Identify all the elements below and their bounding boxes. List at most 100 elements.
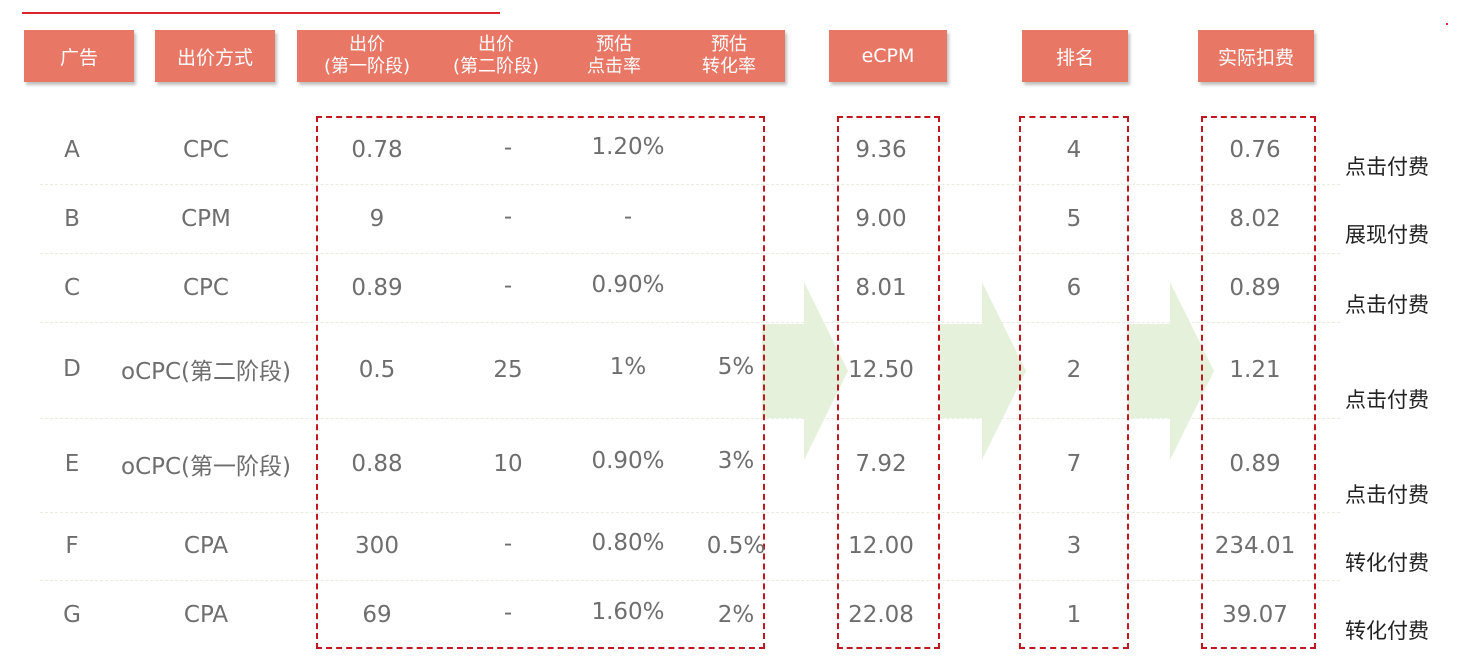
row-divider [40, 253, 1340, 254]
cell-bid2: - [503, 531, 513, 557]
header-rank-label: 排名 [1055, 46, 1094, 69]
bid-params-highlight [316, 116, 765, 649]
cell-ad: G [63, 602, 81, 628]
cell-rank: 1 [1066, 602, 1082, 628]
cell-bid2: - [503, 204, 513, 230]
pay-type-label: 点击付费 [1345, 388, 1429, 412]
cell-ecpm: 9.00 [855, 206, 907, 232]
cell-ctr: 1.20% [591, 134, 665, 160]
cell-method: CPC [183, 137, 229, 163]
cell-rank: 2 [1066, 357, 1082, 383]
header-ctr-line1: 预估 [596, 34, 632, 55]
cell-charge: 8.02 [1229, 206, 1281, 232]
cell-rank: 7 [1066, 451, 1082, 477]
cell-bid1: 300 [355, 533, 399, 559]
pay-type-label: 点击付费 [1345, 483, 1429, 507]
title-underline [22, 12, 500, 14]
header-cvr-line1: 预估 [711, 34, 747, 55]
header-cvr-line2: 转化率 [702, 56, 756, 77]
header-charge-label: 实际扣费 [1217, 46, 1294, 69]
cell-charge: 0.76 [1229, 137, 1281, 163]
row-divider [40, 580, 1340, 581]
cell-bid1: 69 [362, 602, 392, 628]
cell-method: oCPC(第一阶段) [120, 454, 292, 480]
cell-ad: F [65, 533, 79, 559]
header-ctr-line2: 点击率 [587, 56, 641, 77]
cell-ecpm: 9.36 [855, 137, 907, 163]
cell-cvr: 3% [717, 448, 755, 474]
cell-method: oCPC(第二阶段) [120, 359, 292, 385]
cell-ctr: 0.90% [591, 272, 665, 298]
cell-ctr: 0.90% [591, 448, 665, 474]
cell-bid2: 10 [493, 451, 523, 477]
cell-bid2: - [503, 600, 513, 626]
header-ad-label: 广告 [59, 46, 98, 69]
cell-ecpm: 12.00 [848, 533, 914, 559]
cell-rank: 4 [1066, 137, 1082, 163]
cell-ad: A [64, 137, 80, 163]
charge-highlight [1201, 116, 1316, 649]
pay-type-label: 点击付费 [1345, 155, 1429, 179]
cell-bid1: 9 [369, 206, 385, 232]
cell-ad: D [63, 356, 81, 382]
header-bid-method-label: 出价方式 [176, 46, 253, 69]
header-bid-stage1-line1: 出价 [349, 34, 385, 55]
header-charge: 实际扣费 [1198, 30, 1314, 82]
cell-cvr: 5% [717, 354, 755, 380]
header-bid-method: 出价方式 [155, 30, 275, 82]
cell-ctr: - [623, 204, 633, 230]
cell-method: CPA [183, 602, 229, 628]
pay-type-label: 转化付费 [1345, 551, 1429, 575]
cell-bid1: 0.5 [358, 357, 396, 383]
cell-ad: C [63, 275, 81, 301]
row-divider [40, 322, 1340, 323]
cell-ad: B [64, 206, 80, 232]
cell-charge: 0.89 [1229, 275, 1281, 301]
cell-bid2: 25 [493, 357, 523, 383]
cell-method: CPM [181, 206, 231, 232]
header-ad: 广告 [24, 30, 134, 82]
header-bid-stage2-line2: (第二阶段) [452, 56, 540, 77]
cell-bid2: - [503, 135, 513, 161]
header-bid-stage2: 出价 (第二阶段) [437, 30, 555, 82]
cell-ecpm: 7.92 [855, 451, 907, 477]
row-divider [40, 418, 1340, 419]
cell-rank: 6 [1066, 275, 1082, 301]
header-ecpm-label: eCPM [861, 45, 915, 67]
pay-type-label: 点击付费 [1345, 293, 1429, 317]
cell-bid2: - [503, 273, 513, 299]
cell-bid1: 0.88 [351, 451, 403, 477]
header-bid-stage1: 出价 (第一阶段) [297, 30, 437, 82]
cell-bid1: 0.78 [351, 137, 403, 163]
cell-cvr: 0.5% [706, 533, 766, 559]
cell-bid1: 0.89 [351, 275, 403, 301]
header-band-bids [297, 30, 785, 82]
cell-rank: 5 [1066, 206, 1082, 232]
cell-ctr: 1.60% [591, 599, 665, 625]
cell-cvr: 2% [717, 602, 755, 628]
cell-ecpm: 12.50 [848, 357, 914, 383]
cell-charge: 1.21 [1229, 357, 1281, 383]
cell-ctr: 1% [609, 354, 647, 380]
arrow-right-icon [1128, 282, 1214, 460]
cell-ecpm: 8.01 [855, 275, 907, 301]
cell-method: CPA [183, 533, 229, 559]
cell-charge: 234.01 [1214, 533, 1296, 559]
rank-highlight [1019, 116, 1129, 649]
row-divider [40, 184, 1340, 185]
cell-charge: 0.89 [1229, 451, 1281, 477]
cell-method: CPC [183, 275, 229, 301]
cell-charge: 39.07 [1222, 602, 1288, 628]
arrow-right-icon [762, 282, 848, 460]
header-bid-stage1-line2: (第一阶段) [323, 56, 411, 77]
cell-ecpm: 22.08 [848, 602, 914, 628]
header-ecpm: eCPM [829, 30, 947, 82]
cell-ad: E [64, 451, 80, 477]
header-bid-stage2-line1: 出价 [478, 34, 514, 55]
ecpm-highlight [837, 116, 940, 649]
pay-type-label: 展现付费 [1345, 223, 1429, 247]
pay-type-label: 转化付费 [1345, 619, 1429, 643]
corner-mark [1446, 23, 1448, 25]
row-divider [40, 512, 1340, 513]
cell-ctr: 0.80% [591, 530, 665, 556]
